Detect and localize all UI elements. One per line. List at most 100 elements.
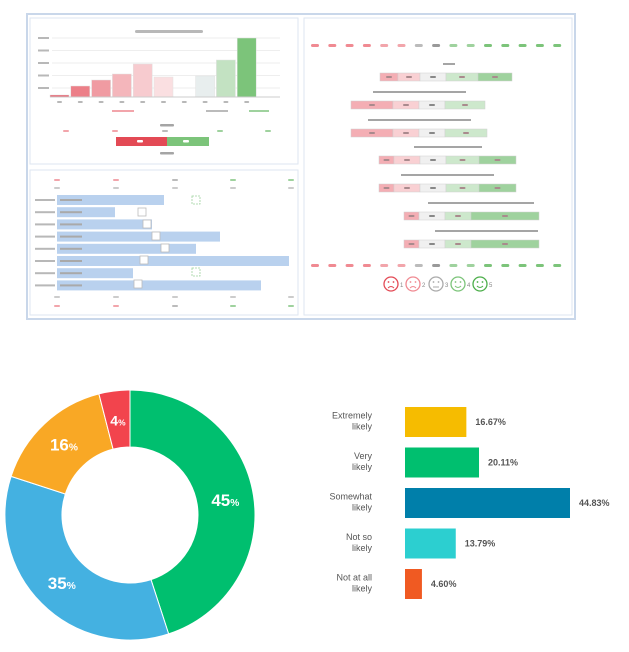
column-tick xyxy=(119,101,125,103)
segment-label xyxy=(429,243,435,245)
donut-slice xyxy=(98,389,131,450)
axis-tick-placeholder xyxy=(38,49,49,52)
row-label-placeholder xyxy=(35,272,55,275)
segment-label xyxy=(369,132,375,134)
mood-face-eye xyxy=(392,281,395,283)
segment-label xyxy=(429,104,435,106)
scale-dot xyxy=(345,44,354,47)
marker-box xyxy=(191,195,201,205)
mood-face-label: 4 xyxy=(467,283,471,289)
donut-slice xyxy=(4,475,170,641)
mood-face-eye xyxy=(437,281,440,283)
scale-dot xyxy=(380,264,389,267)
axis-dot xyxy=(54,187,60,189)
marker-box xyxy=(151,231,161,241)
panel-rating-chart xyxy=(303,17,573,316)
segment-label xyxy=(494,159,501,161)
scale-dot xyxy=(535,44,544,47)
column-tick xyxy=(161,101,166,103)
legend-dot xyxy=(217,130,223,132)
h-bar xyxy=(57,207,115,218)
marker-box xyxy=(133,279,143,289)
bar-label-placeholder xyxy=(183,140,189,143)
slice-label: 35% xyxy=(48,574,76,593)
mood-face-eye xyxy=(476,281,479,283)
bar xyxy=(405,528,456,559)
row-label-line xyxy=(443,63,455,65)
donut-slice xyxy=(129,389,256,635)
h-bar xyxy=(57,256,289,266)
value-label: 16.67% xyxy=(475,417,506,427)
segment-label xyxy=(502,215,508,217)
axis-dot xyxy=(54,305,60,307)
column-tick xyxy=(77,101,83,103)
row-label-line xyxy=(373,91,466,93)
segment-label xyxy=(463,132,469,134)
scale-dot xyxy=(535,264,544,267)
column-bar xyxy=(91,79,111,98)
segment-label xyxy=(459,187,466,189)
mood-face-icon xyxy=(450,276,466,292)
column-tick xyxy=(140,101,146,103)
axis-dot xyxy=(172,179,178,181)
scale-dot xyxy=(449,44,458,47)
column-tick xyxy=(181,101,187,103)
segment-label xyxy=(383,187,390,189)
slice-label: 4% xyxy=(110,412,126,428)
mood-face-icon xyxy=(383,276,399,292)
mood-face-label: 5 xyxy=(489,283,493,289)
value-label: 4.60% xyxy=(431,579,457,589)
bar-text-placeholder xyxy=(60,260,82,262)
category-label: likely xyxy=(352,543,373,553)
segment-label xyxy=(462,104,468,106)
axis-dot xyxy=(172,296,178,298)
row-label-placeholder xyxy=(35,235,55,238)
scale-dot xyxy=(432,264,441,267)
marker-box xyxy=(142,219,152,229)
legend-dot xyxy=(162,130,168,132)
row-label-placeholder xyxy=(35,211,55,214)
scale-dot xyxy=(362,44,371,47)
bar-label-placeholder xyxy=(137,140,143,143)
axis-tick-placeholder xyxy=(38,87,49,89)
segment-label xyxy=(408,215,415,217)
segment-label xyxy=(403,104,409,106)
column-bar xyxy=(153,76,174,98)
scale-dot xyxy=(328,264,337,267)
segment-label xyxy=(386,76,392,78)
h-bar xyxy=(57,243,196,254)
axis-dot xyxy=(230,296,236,298)
axis-dot xyxy=(172,305,178,307)
mood-face-mouth xyxy=(476,285,484,288)
scale-dot xyxy=(501,264,510,267)
mood-face-mouth xyxy=(409,286,417,289)
segment-label xyxy=(369,104,375,106)
segment-label xyxy=(494,187,501,189)
axis-dot xyxy=(113,296,119,298)
bar-text-placeholder xyxy=(60,211,82,214)
category-label: Somewhat xyxy=(329,492,372,502)
mood-face-eye xyxy=(414,281,417,283)
bar-text-placeholder xyxy=(60,284,82,287)
axis-tick-placeholder xyxy=(38,62,49,64)
axis-dot xyxy=(172,187,178,189)
mood-face-eye xyxy=(432,281,435,283)
row-label-line xyxy=(428,202,534,204)
column-bar xyxy=(132,63,153,98)
column-tick xyxy=(202,101,208,103)
scale-dot xyxy=(311,264,319,267)
column-tick xyxy=(223,101,229,103)
scale-dot xyxy=(345,264,354,267)
donut-chart: 45% 35% 16% 4% xyxy=(4,389,256,641)
label-placeholder xyxy=(160,152,174,155)
panel-title-placeholder xyxy=(135,30,203,33)
category-label: Extremely xyxy=(332,411,373,421)
segment-label xyxy=(455,215,461,217)
value-label: 13.79% xyxy=(465,539,496,549)
bar xyxy=(405,488,570,518)
category-label: Not so xyxy=(346,532,372,542)
scale-dot xyxy=(380,44,389,47)
segment-label xyxy=(430,76,436,78)
mood-face-label: 1 xyxy=(400,283,404,289)
